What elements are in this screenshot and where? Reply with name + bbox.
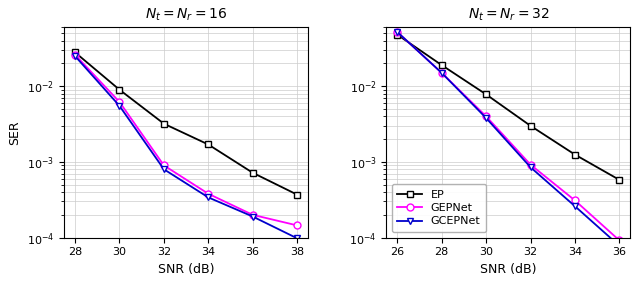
GEPNet	[527, 163, 534, 166]
GCEPNet	[527, 166, 534, 169]
GEPNet	[293, 224, 301, 227]
Legend: EP, GEPNet, GCEPNet: EP, GEPNet, GCEPNet	[392, 184, 486, 232]
GCEPNet	[116, 104, 124, 108]
GEPNet	[249, 213, 257, 217]
GCEPNet	[249, 215, 257, 218]
GCEPNet	[204, 196, 212, 199]
Title: $N_t = N_r = 16$: $N_t = N_r = 16$	[145, 7, 227, 23]
GEPNet	[71, 53, 79, 56]
EP	[571, 153, 579, 156]
GCEPNet	[438, 71, 445, 75]
EP	[71, 51, 79, 54]
X-axis label: SNR (dB): SNR (dB)	[158, 263, 214, 276]
Line: GCEPNet: GCEPNet	[72, 53, 301, 242]
GEPNet	[116, 100, 124, 104]
Line: GCEPNet: GCEPNet	[394, 29, 623, 249]
GCEPNet	[571, 204, 579, 208]
GEPNet	[571, 199, 579, 202]
GEPNet	[616, 239, 623, 242]
EP	[483, 93, 490, 96]
EP	[394, 33, 401, 36]
GCEPNet	[293, 236, 301, 240]
EP	[249, 171, 257, 175]
GEPNet	[483, 115, 490, 118]
Y-axis label: SER: SER	[8, 120, 21, 145]
Line: EP: EP	[394, 32, 623, 183]
EP	[293, 193, 301, 196]
EP	[616, 178, 623, 181]
GEPNet	[394, 30, 401, 34]
EP	[116, 88, 124, 91]
X-axis label: SNR (dB): SNR (dB)	[480, 263, 536, 276]
GCEPNet	[71, 54, 79, 58]
GEPNet	[204, 192, 212, 196]
GCEPNet	[616, 244, 623, 247]
Line: EP: EP	[72, 49, 300, 198]
EP	[160, 122, 168, 125]
Line: GEPNet: GEPNet	[394, 29, 623, 244]
GEPNet	[438, 71, 445, 75]
EP	[204, 143, 212, 146]
GCEPNet	[394, 30, 401, 34]
EP	[438, 63, 445, 67]
GCEPNet	[483, 116, 490, 120]
Line: GEPNet: GEPNet	[72, 51, 301, 229]
Title: $N_t = N_r = 32$: $N_t = N_r = 32$	[467, 7, 549, 23]
GEPNet	[160, 164, 168, 167]
EP	[527, 124, 534, 128]
GCEPNet	[160, 168, 168, 171]
